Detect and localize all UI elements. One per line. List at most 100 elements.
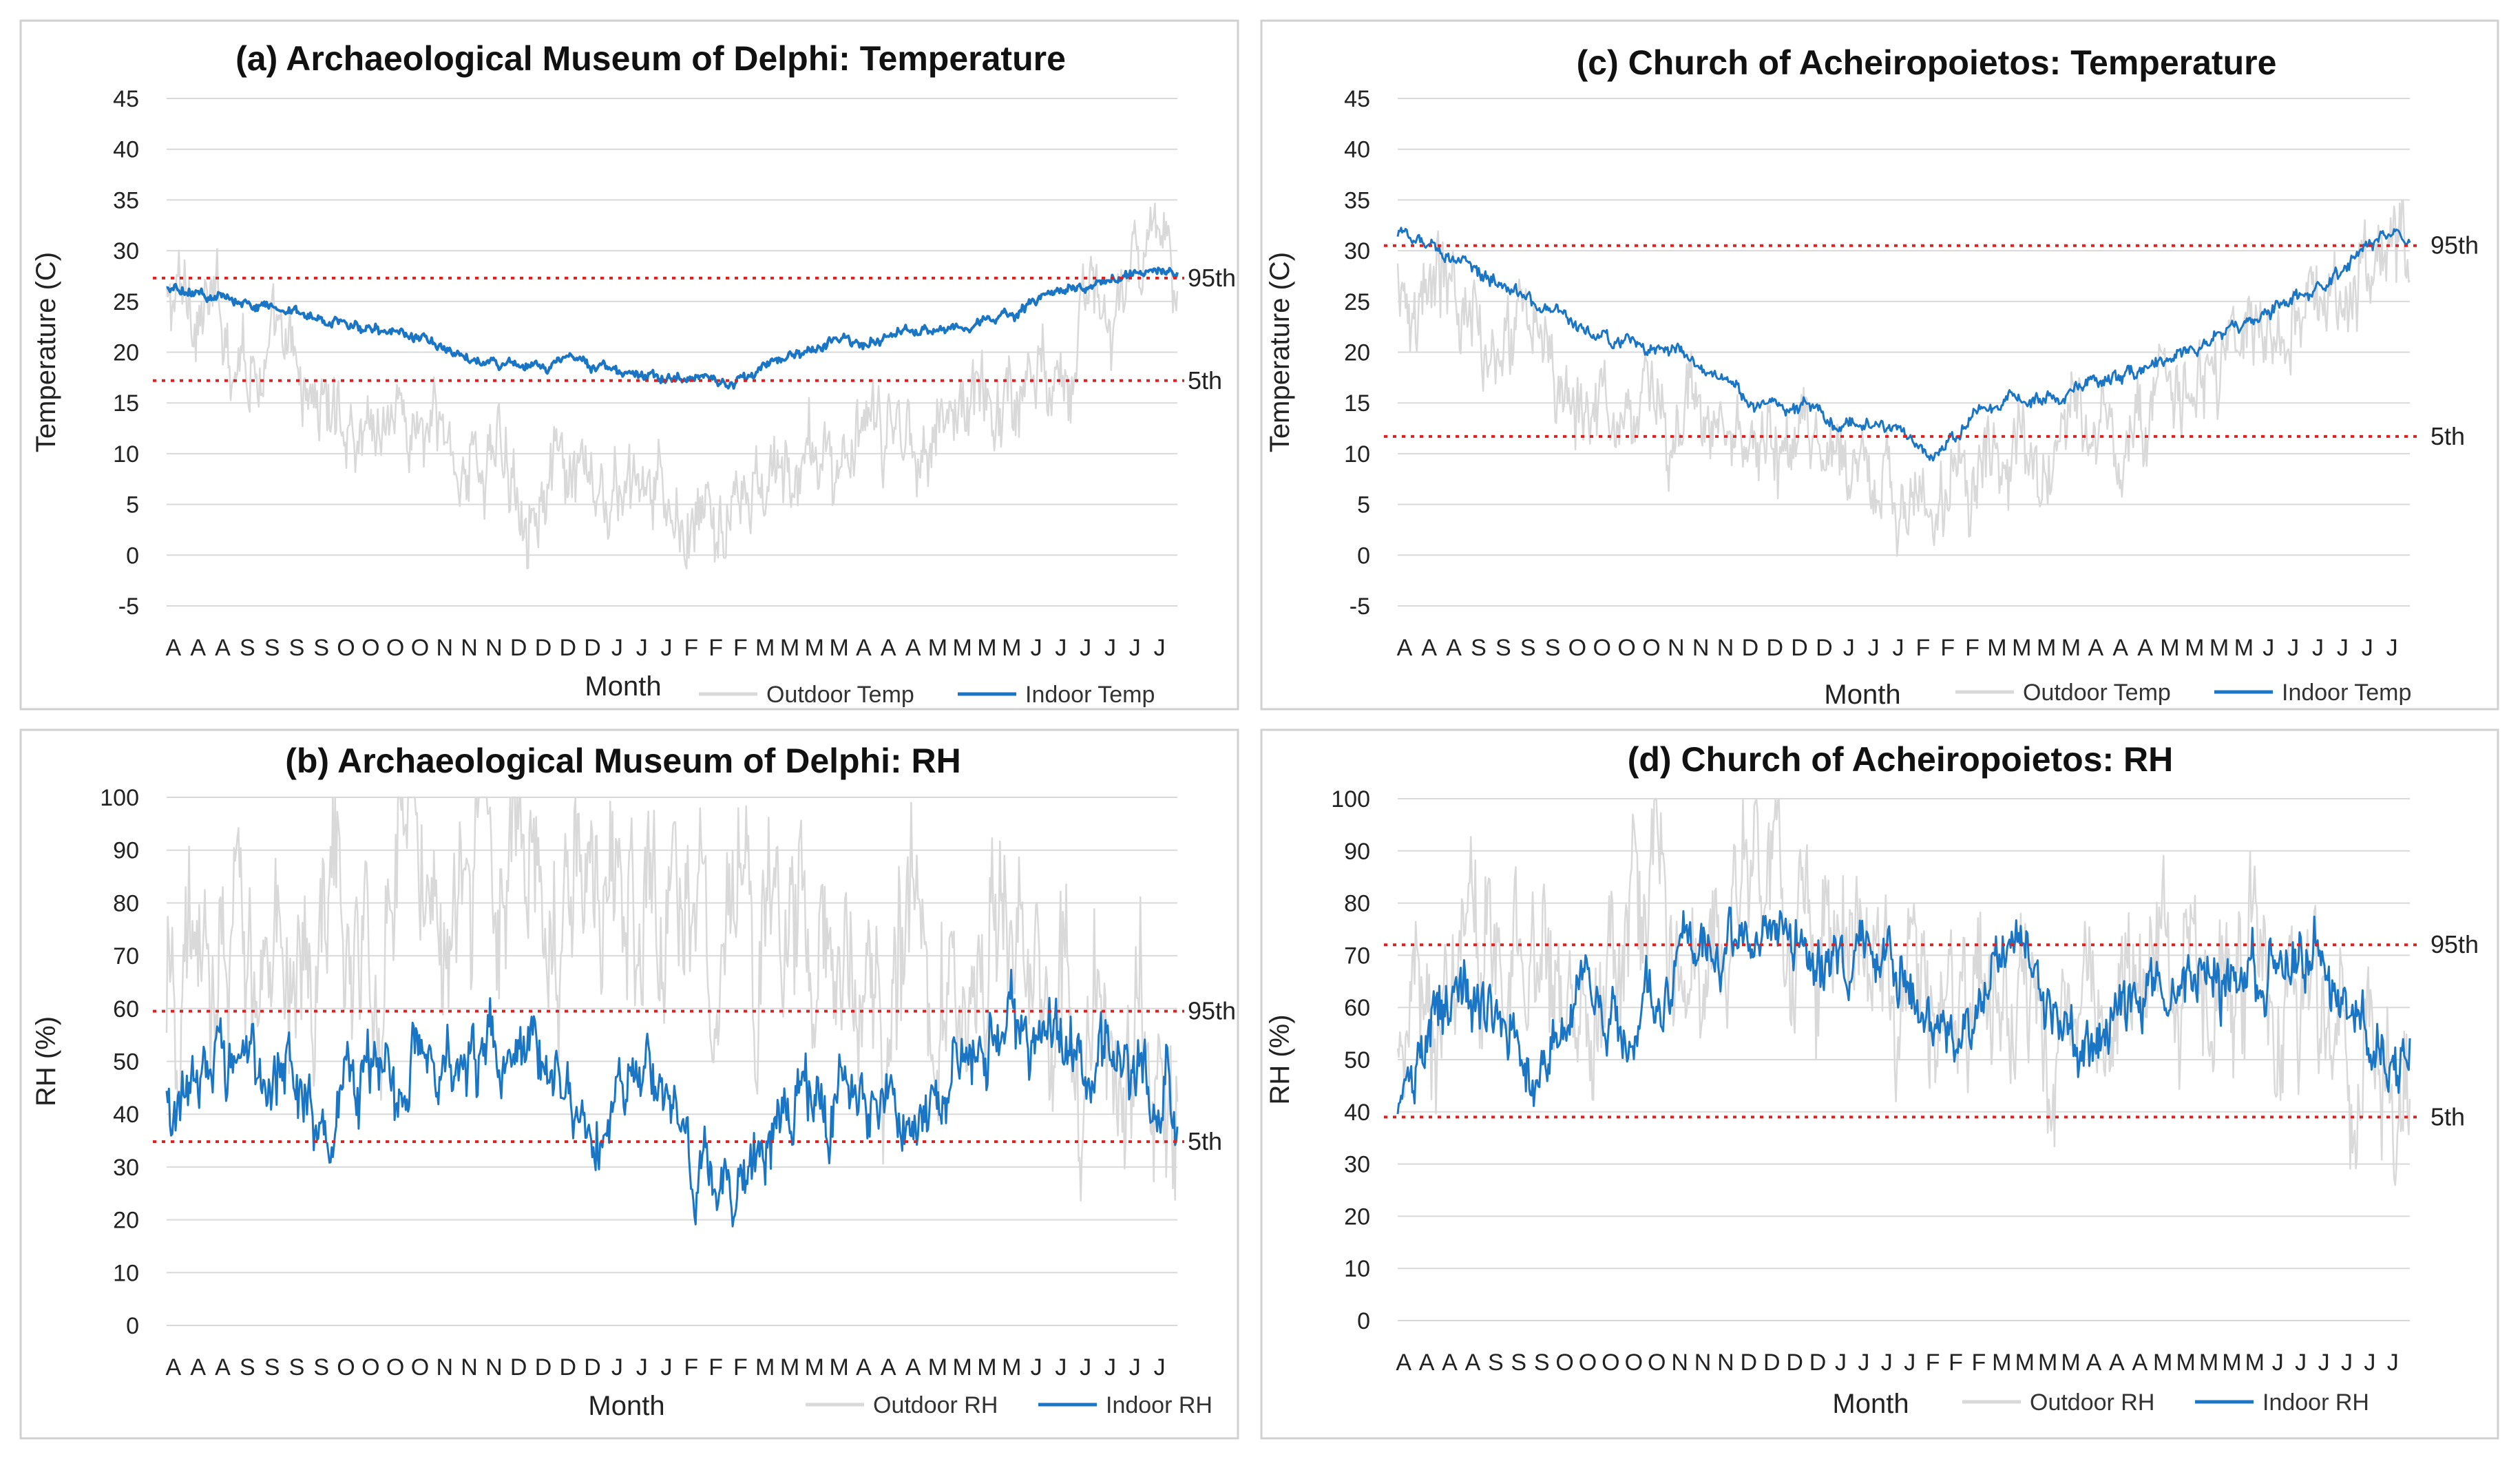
threshold-label-95th: 95th — [1188, 264, 1236, 292]
x-tick-label: J — [2312, 635, 2324, 661]
chart-title: (d) Church of Acheiropoietos: RH — [1628, 740, 2174, 779]
x-tick-label: O — [1617, 635, 1635, 661]
y-tick-label: 100 — [1331, 786, 1370, 812]
x-tick-label: S — [1545, 635, 1561, 661]
x-tick-label: M — [2245, 1350, 2265, 1376]
y-tick-label: 80 — [1344, 891, 1370, 917]
x-tick-label: J — [1835, 1350, 1847, 1376]
threshold-label-95th: 95th — [1188, 997, 1236, 1025]
y-tick-label: 20 — [1344, 1204, 1370, 1230]
x-tick-label: F — [708, 1354, 723, 1381]
x-tick-label: D — [510, 635, 527, 661]
threshold-label-95th: 95th — [2430, 930, 2479, 958]
y-tick-label: 90 — [113, 838, 139, 864]
x-tick-label: D — [584, 1354, 601, 1381]
y-axis-label: RH (%) — [1265, 1014, 1295, 1104]
x-tick-label: N — [1694, 1350, 1712, 1376]
y-tick-label: 15 — [1344, 390, 1370, 417]
y-tick-label: 20 — [113, 1208, 139, 1234]
x-tick-label: F — [733, 635, 748, 661]
x-tick-label: A — [166, 635, 182, 661]
x-tick-label: F — [1940, 635, 1955, 661]
x-tick-label: O — [1555, 1350, 1573, 1376]
x-tick-label: O — [1568, 635, 1586, 661]
x-tick-label: F — [1965, 635, 1980, 661]
legend-label: Outdoor RH — [873, 1392, 998, 1418]
y-tick-label: 35 — [113, 187, 139, 213]
panel-frame — [19, 728, 1239, 1440]
x-tick-label: A — [2086, 1350, 2102, 1376]
x-tick-label: O — [361, 1354, 379, 1381]
x-tick-label: J — [1104, 635, 1116, 661]
x-tick-label: A — [881, 635, 896, 661]
y-tick-label: 5 — [1357, 492, 1370, 518]
x-tick-label: N — [1668, 635, 1685, 661]
panel-frame — [19, 19, 1239, 711]
x-tick-label: M — [1002, 635, 1021, 661]
legend-label: Indoor Temp — [2282, 680, 2411, 706]
y-tick-label: 40 — [113, 1102, 139, 1128]
x-tick-label: D — [1816, 635, 1833, 661]
x-tick-label: O — [411, 1354, 429, 1381]
x-tick-label: M — [928, 1354, 947, 1381]
y-tick-label: 80 — [113, 890, 139, 916]
x-tick-label: A — [215, 1354, 231, 1381]
chart-panel-b: (b) Archaeological Museum of Delphi: RH 0… — [19, 728, 1239, 1440]
y-tick-label: 20 — [1344, 340, 1370, 366]
x-tick-label: M — [977, 635, 996, 661]
x-tick-label: A — [881, 1354, 896, 1381]
x-tick-label: O — [1648, 1350, 1666, 1376]
x-tick-label: J — [1129, 1354, 1141, 1381]
y-tick-label: 25 — [1344, 289, 1370, 315]
x-tick-label: A — [2132, 1350, 2148, 1376]
x-tick-label: S — [1471, 635, 1487, 661]
threshold-label-5th: 5th — [2430, 1102, 2465, 1131]
panel-frame — [1260, 728, 2499, 1440]
x-tick-label: A — [1396, 1350, 1411, 1376]
y-tick-label: -5 — [1350, 594, 1370, 620]
x-tick-label: N — [461, 1354, 478, 1381]
x-tick-label: M — [2015, 1350, 2035, 1376]
x-tick-label: A — [1446, 635, 1462, 661]
x-tick-label: F — [1972, 1350, 1986, 1376]
series-line-indoor-rh — [1396, 906, 2411, 1115]
x-tick-label: M — [755, 635, 775, 661]
x-tick-label: D — [584, 635, 601, 661]
x-axis-label: Month — [585, 671, 661, 702]
y-tick-label: 35 — [1344, 187, 1370, 213]
x-tick-label: F — [708, 635, 723, 661]
x-tick-label: M — [928, 635, 947, 661]
x-tick-label: N — [485, 1354, 503, 1381]
x-tick-label: A — [905, 635, 921, 661]
x-tick-label: J — [2318, 1350, 2330, 1376]
series-line-outdoor-temp — [165, 202, 1179, 569]
x-tick-label: J — [661, 1354, 673, 1381]
x-tick-label: J — [1104, 1354, 1116, 1381]
x-tick-label: A — [1397, 635, 1413, 661]
x-tick-label: D — [535, 1354, 552, 1381]
x-tick-label: O — [1642, 635, 1660, 661]
x-tick-label: O — [411, 635, 429, 661]
chart-panel-d: (d) Church of Acheiropoietos: RH 0 10 20 30 4… — [1260, 728, 2499, 1440]
y-tick-label: 5 — [126, 492, 139, 518]
x-tick-label: M — [2153, 1350, 2172, 1376]
y-tick-label: 90 — [1344, 839, 1370, 865]
x-tick-label: S — [240, 1354, 255, 1381]
x-tick-label: D — [1786, 1350, 1803, 1376]
y-tick-label: 45 — [1344, 86, 1370, 112]
x-tick-label: M — [780, 635, 799, 661]
x-tick-label: A — [2137, 635, 2153, 661]
x-tick-label: D — [1742, 635, 1759, 661]
x-tick-label: J — [1154, 1354, 1166, 1381]
y-tick-label: 20 — [113, 340, 139, 366]
x-tick-label: J — [2295, 1350, 2307, 1376]
x-tick-label: A — [1421, 635, 1437, 661]
x-tick-label: N — [461, 635, 478, 661]
x-tick-label: O — [361, 635, 379, 661]
x-tick-label: J — [661, 635, 673, 661]
x-tick-label: J — [2362, 635, 2373, 661]
x-tick-label: M — [2061, 1350, 2080, 1376]
y-tick-label: -5 — [118, 594, 139, 620]
x-tick-label: M — [2061, 635, 2081, 661]
